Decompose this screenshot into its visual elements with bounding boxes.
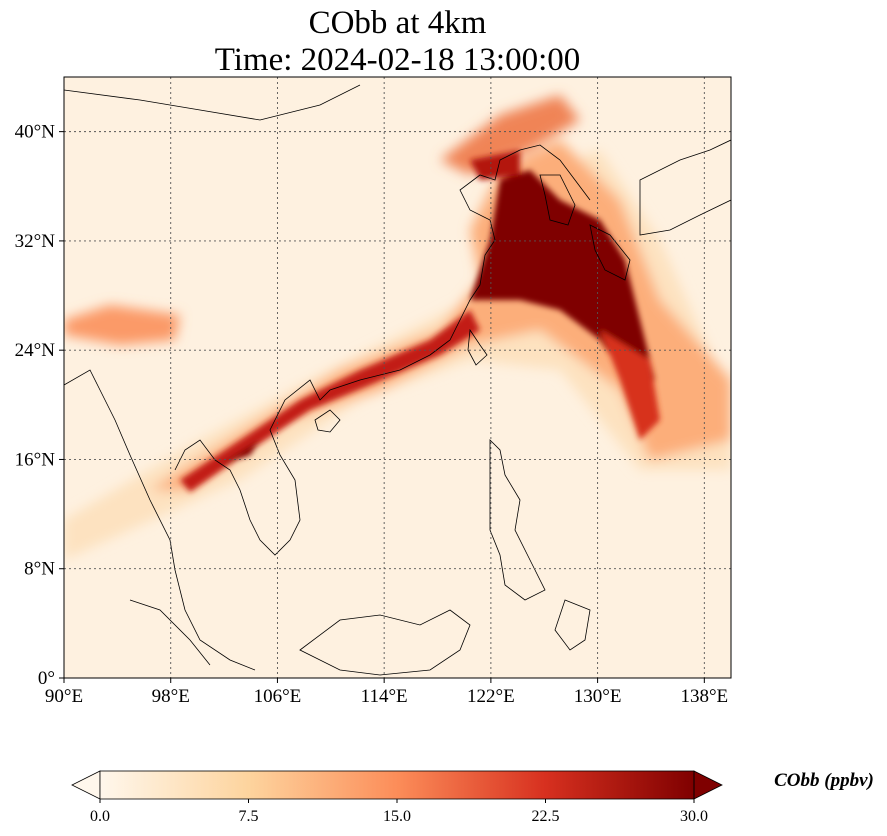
lon-tick-label: 138°E [680,686,728,707]
colorbar-extend-low [71,770,101,800]
lat-tick-label: 0° [38,668,55,689]
latitude-tick-labels: 0° 8°N 16°N 24°N 32°N 40°N [15,122,56,689]
colorbar-tick-label: 22.5 [532,808,560,825]
lon-tick-label: 122°E [467,686,515,707]
lat-tick-label: 32°N [15,231,56,252]
japan-islands [589,139,731,281]
lat-tick-label: 24°N [15,340,56,361]
lon-tick-label: 130°E [574,686,622,707]
taiwan-island [467,328,488,366]
colorbar-extend-high [693,770,723,800]
colorbar-tick-label: 30.0 [680,808,708,825]
coastlines [64,84,731,676]
colorbar-tick-label: 7.5 [239,808,259,825]
lat-tick-label: 8°N [24,559,55,580]
colorbar-label: CObb (ppbv) [774,770,874,791]
colorbar: 0.0 7.5 15.0 22.5 30.0 CObb (ppbv) [71,770,874,825]
lon-tick-label: 90°E [45,686,83,707]
colorbar-ticks: 0.0 7.5 15.0 22.5 30.0 [90,799,708,825]
map-title-line2: Time: 2024-02-18 13:00:00 [214,42,581,78]
cobb-field [64,77,731,678]
plume-core [470,170,655,385]
northern-border [64,84,361,121]
lat-tick-label: 40°N [15,122,56,143]
plume-north [440,95,580,175]
colorbar-tick-label: 15.0 [383,808,411,825]
colorbar-tick-label: 0.0 [90,808,110,825]
plume-himalaya [64,305,180,345]
korea-peninsula [539,174,576,226]
colorbar-gradient [100,771,694,799]
lon-tick-label: 114°E [361,686,408,707]
philippines-islands [489,439,591,651]
longitude-tick-labels: 90°E 98°E 106°E 114°E 122°E 130°E 138°E [45,686,728,707]
hainan-island [314,409,341,433]
plot-frame [63,76,732,679]
borneo-sumatra-coast [129,599,471,676]
lon-tick-label: 106°E [254,686,302,707]
lat-tick-label: 16°N [15,449,56,470]
plume-tail [600,330,660,440]
mainland-coastline [64,144,591,671]
lon-tick-label: 98°E [152,686,190,707]
map-title-line1: CObb at 4km [308,5,487,41]
